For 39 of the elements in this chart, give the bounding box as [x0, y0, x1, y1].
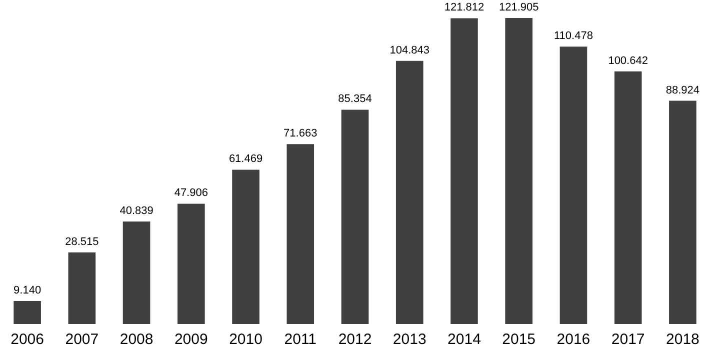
data-label: 121.812 [444, 2, 484, 14]
x-tick-label: 2013 [392, 331, 426, 347]
bar [505, 18, 532, 324]
data-label: 9.140 [14, 284, 42, 297]
x-tick-label: 2016 [556, 331, 590, 347]
x-tick-label: 2017 [611, 331, 645, 347]
bar [232, 170, 260, 324]
bar [178, 204, 205, 324]
bar [614, 71, 642, 324]
x-tick-label: 2010 [229, 331, 262, 347]
x-tick-label: 2011 [284, 331, 317, 347]
data-label: 100.642 [608, 54, 648, 67]
x-tick-label: 2008 [120, 331, 154, 347]
data-label: 28.515 [65, 236, 99, 248]
data-label: 85.354 [338, 93, 372, 106]
x-tick-label: 2007 [65, 331, 99, 347]
x-tick-label: 2012 [338, 331, 372, 347]
bar [68, 252, 96, 324]
x-tick-label: 2018 [666, 331, 700, 347]
data-label: 88.924 [666, 84, 700, 96]
data-label: 61.469 [228, 153, 263, 166]
bar [396, 60, 424, 324]
bar [560, 46, 588, 324]
data-label: 104.843 [390, 44, 430, 56]
data-label: 110.478 [554, 30, 593, 42]
data-label: 47.906 [174, 187, 208, 200]
data-label: 71.663 [284, 128, 318, 140]
x-tick-label: 2006 [10, 331, 44, 347]
bar [286, 144, 314, 324]
bar [669, 100, 696, 324]
x-tick-label: 2014 [448, 331, 481, 347]
bar [341, 110, 369, 324]
bar [122, 221, 150, 324]
x-tick-label: 2009 [174, 331, 208, 347]
bar [450, 18, 478, 324]
bar [14, 301, 41, 324]
data-label: 121.905 [498, 2, 539, 14]
x-tick-label: 2015 [502, 331, 536, 347]
data-label: 40.839 [120, 204, 154, 217]
